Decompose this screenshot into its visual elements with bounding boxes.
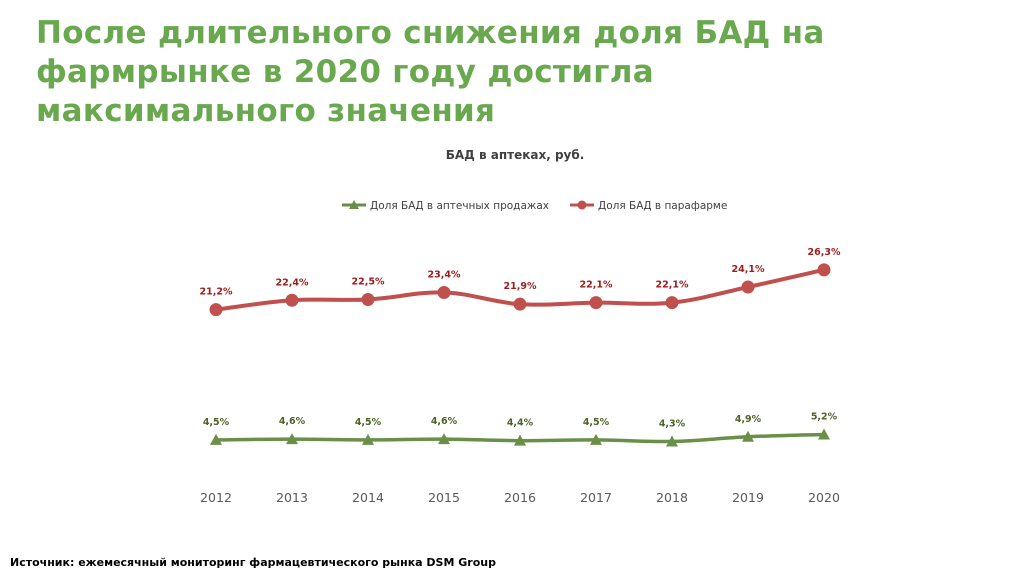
data-point-triangle	[666, 435, 678, 447]
data-point-triangle	[514, 434, 526, 446]
data-point-circle	[589, 296, 603, 310]
legend-triangle-marker	[349, 200, 359, 209]
data-point-triangle	[210, 433, 222, 445]
data-point-triangle	[590, 433, 602, 445]
data-point-circle	[361, 293, 375, 306]
data-label: 21,9%	[504, 281, 537, 292]
data-label: 26,3%	[808, 247, 841, 258]
data-point-circle	[665, 296, 679, 310]
data-label: 22,1%	[580, 280, 613, 291]
data-point-triangle	[818, 428, 830, 440]
legend-item-parapharm: Доля БАД в парафарме	[598, 200, 727, 212]
data-label: 4,6%	[431, 416, 458, 427]
chart-container: БАД в аптеках, руб. Доля БАД в аптечных п…	[150, 135, 880, 525]
line-chart: БАД в аптеках, руб. Доля БАД в аптечных п…	[200, 148, 841, 505]
data-label: 4,5%	[583, 417, 610, 428]
data-label: 4,6%	[279, 416, 306, 427]
data-point-triangle	[286, 433, 298, 445]
data-point-triangle	[362, 433, 374, 445]
data-point-triangle	[438, 433, 450, 445]
data-point-circle	[285, 293, 299, 307]
data-label: 22,5%	[352, 277, 385, 288]
x-tick-label: 2014	[352, 490, 384, 505]
data-label: 21,2%	[200, 287, 233, 298]
data-label: 4,5%	[203, 417, 230, 428]
x-tick-label: 2018	[656, 490, 688, 505]
data-label: 4,3%	[659, 418, 686, 429]
data-label: 5,2%	[811, 411, 838, 422]
data-label: 23,4%	[428, 269, 461, 280]
data-label: 22,1%	[656, 280, 689, 291]
x-tick-label: 2013	[276, 490, 308, 505]
x-tick-label: 2015	[428, 490, 460, 505]
legend-item-pharmacy-sales: Доля БАД в аптечных продажах	[370, 200, 549, 212]
source-note: Источник: ежемесячный мониторинг фармаце…	[10, 556, 496, 569]
data-point-circle	[209, 303, 223, 317]
data-point-triangle	[742, 430, 754, 442]
slide-title: После длительного снижения доля БАД на ф…	[36, 15, 825, 129]
data-point-circle	[817, 263, 831, 277]
legend-circle-marker	[577, 200, 587, 210]
chart-title: БАД в аптеках, руб.	[446, 148, 585, 162]
data-point-circle	[741, 280, 755, 294]
data-label: 4,5%	[355, 417, 382, 428]
data-point-circle	[437, 285, 451, 299]
x-tick-label: 2017	[580, 490, 612, 505]
x-tick-label: 2019	[732, 490, 764, 505]
data-label: 22,4%	[276, 277, 309, 288]
data-point-circle	[513, 297, 527, 311]
x-tick-label: 2020	[808, 490, 840, 505]
data-label: 4,9%	[735, 414, 762, 425]
x-tick-label: 2016	[504, 490, 536, 505]
data-label: 24,1%	[732, 264, 765, 275]
x-tick-label: 2012	[200, 490, 232, 505]
data-label: 4,4%	[507, 418, 534, 429]
